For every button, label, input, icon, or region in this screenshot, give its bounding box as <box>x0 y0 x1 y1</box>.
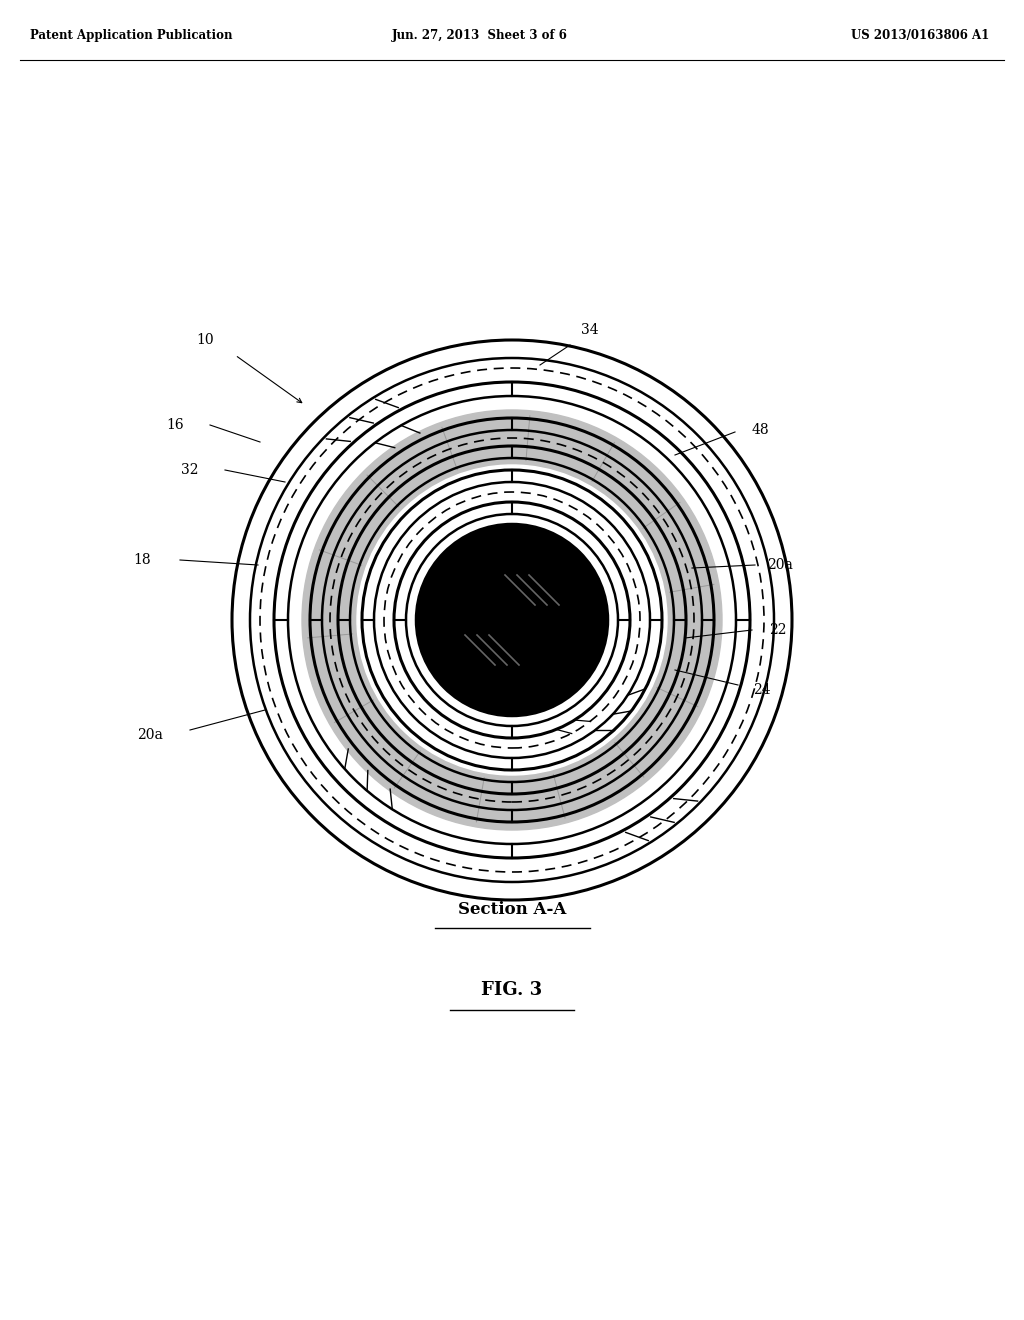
Text: Section A-A: Section A-A <box>458 902 566 919</box>
Text: 32: 32 <box>181 463 199 477</box>
Circle shape <box>416 524 608 715</box>
Text: US 2013/0163806 A1: US 2013/0163806 A1 <box>851 29 989 41</box>
Text: FIG. 3: FIG. 3 <box>481 981 543 999</box>
Text: 16: 16 <box>166 418 184 432</box>
Text: Jun. 27, 2013  Sheet 3 of 6: Jun. 27, 2013 Sheet 3 of 6 <box>392 29 568 41</box>
Text: 22: 22 <box>769 623 786 638</box>
Text: 20a: 20a <box>137 729 163 742</box>
Text: Patent Application Publication: Patent Application Publication <box>30 29 232 41</box>
Text: 18: 18 <box>133 553 151 568</box>
Text: 48: 48 <box>752 422 769 437</box>
Circle shape <box>302 411 722 830</box>
Text: 24: 24 <box>754 682 771 697</box>
Text: 10: 10 <box>197 333 214 347</box>
Circle shape <box>357 465 667 775</box>
Text: 20a: 20a <box>767 558 793 572</box>
Text: 34: 34 <box>582 323 599 337</box>
